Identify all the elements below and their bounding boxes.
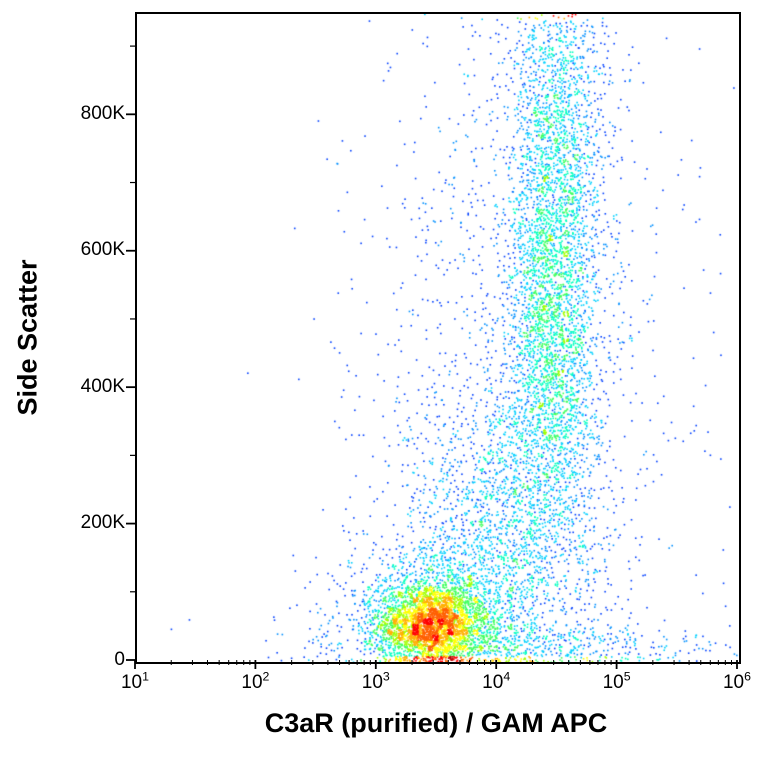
x-tick-label: 103 <box>346 672 406 694</box>
x-tick-label: 106 <box>707 672 764 694</box>
y-tick-label: 600K <box>65 239 125 261</box>
x-tick-label: 102 <box>225 672 285 694</box>
x-axis-label: C3aR (purified) / GAM APC <box>135 708 737 739</box>
y-tick-label: 800K <box>65 103 125 125</box>
y-tick-label: 200K <box>65 512 125 534</box>
x-tick-label: 101 <box>105 672 165 694</box>
y-tick-label: 400K <box>65 376 125 398</box>
x-tick-label: 105 <box>587 672 647 694</box>
y-tick-label: 0 <box>65 649 125 671</box>
y-axis-label: Side Scatter <box>13 218 44 458</box>
x-tick-label: 104 <box>466 672 526 694</box>
plot-area <box>135 12 741 664</box>
density-scatter-canvas <box>137 14 739 662</box>
flow-cytometry-chart: Side Scatter C3aR (purified) / GAM APC 0… <box>0 0 764 764</box>
